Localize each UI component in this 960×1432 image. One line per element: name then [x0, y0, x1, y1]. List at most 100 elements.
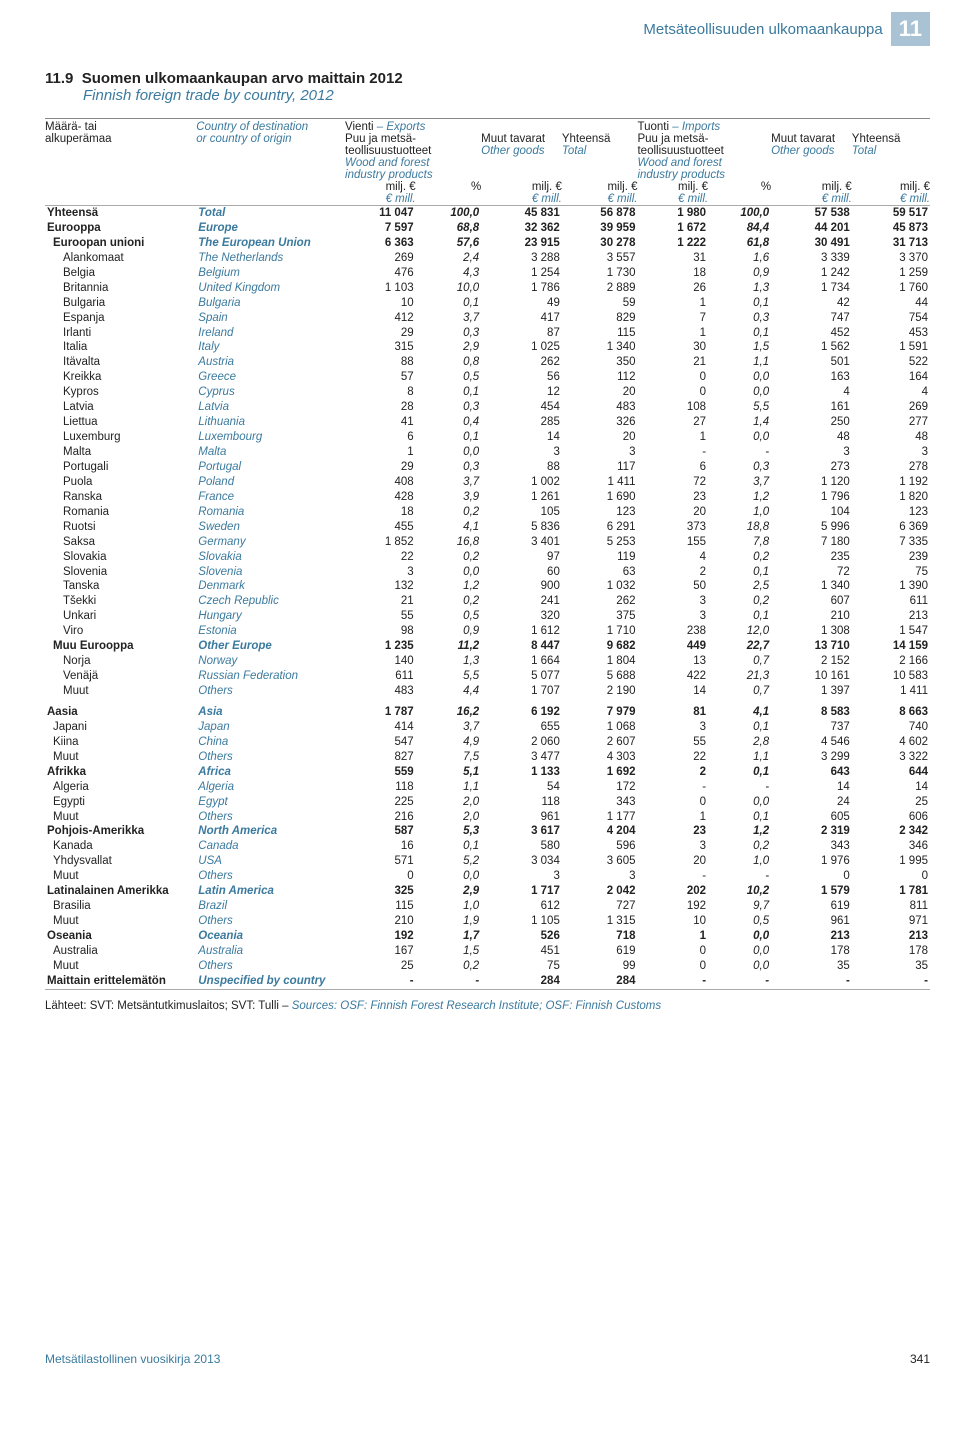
cell: 559 [345, 765, 416, 780]
cell: 216 [345, 810, 416, 825]
cell: 571 [345, 854, 416, 869]
cell: 21 [637, 355, 708, 370]
cell: 0,1 [416, 430, 482, 445]
cell: 526 [481, 929, 562, 944]
cell: 1 308 [771, 624, 852, 639]
cell: 0,0 [708, 795, 771, 810]
row-label-en: Slovenia [196, 565, 345, 580]
row-label-fi: Norja [45, 654, 196, 669]
cell: 343 [562, 795, 638, 810]
cell: 611 [345, 669, 416, 684]
cell: 1 734 [771, 281, 852, 296]
cell: 56 [481, 370, 562, 385]
row-label-en: Romania [196, 505, 345, 520]
cell: 14 [481, 430, 562, 445]
cell: 2 [637, 565, 708, 580]
cell: 2,4 [416, 251, 482, 266]
cell: 0,0 [708, 385, 771, 400]
cell: 1 [637, 810, 708, 825]
cell: 3 605 [562, 854, 638, 869]
cell: 4 602 [852, 735, 930, 750]
cell: 59 517 [852, 206, 930, 221]
cell: 1 579 [771, 884, 852, 899]
cell: 612 [481, 899, 562, 914]
table-row: NorjaNorway1401,31 6641 804130,72 1522 1… [45, 654, 930, 669]
row-label-fi: Muut [45, 810, 196, 825]
cell: 41 [345, 415, 416, 430]
table-row: OseaniaOceania1921,752671810,0213213 [45, 929, 930, 944]
table-row: Muu EurooppaOther Europe1 23511,28 4479 … [45, 639, 930, 654]
cell: 7,5 [416, 750, 482, 765]
cell: 112 [562, 370, 638, 385]
cell: 1 547 [852, 624, 930, 639]
table-row: YhteensäTotal11 047100,045 83156 8781 98… [45, 206, 930, 221]
cell: 1,5 [416, 944, 482, 959]
cell: 1 730 [562, 266, 638, 281]
cell: 72 [637, 475, 708, 490]
cell: 3 617 [481, 824, 562, 839]
cell: 1,7 [416, 929, 482, 944]
cell: 1 103 [345, 281, 416, 296]
cell: 12 [481, 385, 562, 400]
cell: 1 242 [771, 266, 852, 281]
row-label-en: Unspecified by country [196, 974, 345, 989]
table-row: MuutOthers00,033--00 [45, 869, 930, 884]
cell: 100,0 [416, 206, 482, 221]
cell: 8 [345, 385, 416, 400]
row-label-fi: Muut [45, 869, 196, 884]
cell: 3 [562, 445, 638, 460]
row-label-en: Malta [196, 445, 345, 460]
cell: 0 [637, 385, 708, 400]
cell: 57,6 [416, 236, 482, 251]
table-row: RuotsiSweden4554,15 8366 29137318,85 996… [45, 520, 930, 535]
row-label-fi: Saksa [45, 535, 196, 550]
cell: 210 [345, 914, 416, 929]
cell: 123 [562, 505, 638, 520]
cell: 1 [637, 326, 708, 341]
cell: 60 [481, 565, 562, 580]
cell: 727 [562, 899, 638, 914]
cell: 1 340 [562, 340, 638, 355]
row-label-fi: Muut [45, 684, 196, 699]
hdr-exports: Vienti – Exports [345, 121, 481, 133]
cell: 75 [852, 565, 930, 580]
row-label-en: Italy [196, 340, 345, 355]
row-label-en: Others [196, 750, 345, 765]
cell: 3,7 [416, 720, 482, 735]
cell: 25 [345, 959, 416, 974]
cell: 10 161 [771, 669, 852, 684]
cell: 3,9 [416, 490, 482, 505]
cell: 3,7 [416, 311, 482, 326]
cell: 0,0 [416, 445, 482, 460]
cell: 0,0 [708, 370, 771, 385]
cell: 108 [637, 400, 708, 415]
row-label-fi: Britannia [45, 281, 196, 296]
cell: 375 [562, 609, 638, 624]
cell: 3,7 [708, 475, 771, 490]
cell: 1 804 [562, 654, 638, 669]
cell: 811 [852, 899, 930, 914]
cell: 414 [345, 720, 416, 735]
row-label-fi: Muut [45, 750, 196, 765]
cell: 1 340 [771, 579, 852, 594]
cell: 1 002 [481, 475, 562, 490]
cell: 1 820 [852, 490, 930, 505]
cell: 61,8 [708, 236, 771, 251]
cell: 350 [562, 355, 638, 370]
cell: 1 235 [345, 639, 416, 654]
cell: 10 [637, 914, 708, 929]
cell: 7,8 [708, 535, 771, 550]
cell: 2 060 [481, 735, 562, 750]
table-row: LiettuaLithuania410,4285326271,4250277 [45, 415, 930, 430]
row-label-en: Japan [196, 720, 345, 735]
cell: 5 253 [562, 535, 638, 550]
row-label-fi: Liettua [45, 415, 196, 430]
table-row: KreikkaGreece570,55611200,0163164 [45, 370, 930, 385]
cell: 192 [637, 899, 708, 914]
row-label-fi: Eurooppa [45, 221, 196, 236]
cell: 0 [637, 944, 708, 959]
table-row: MuutOthers250,2759900,03535 [45, 959, 930, 974]
cell: 2 319 [771, 824, 852, 839]
table-row: Maittain erittelemätönUnspecified by cou… [45, 974, 930, 989]
cell: 27 [637, 415, 708, 430]
